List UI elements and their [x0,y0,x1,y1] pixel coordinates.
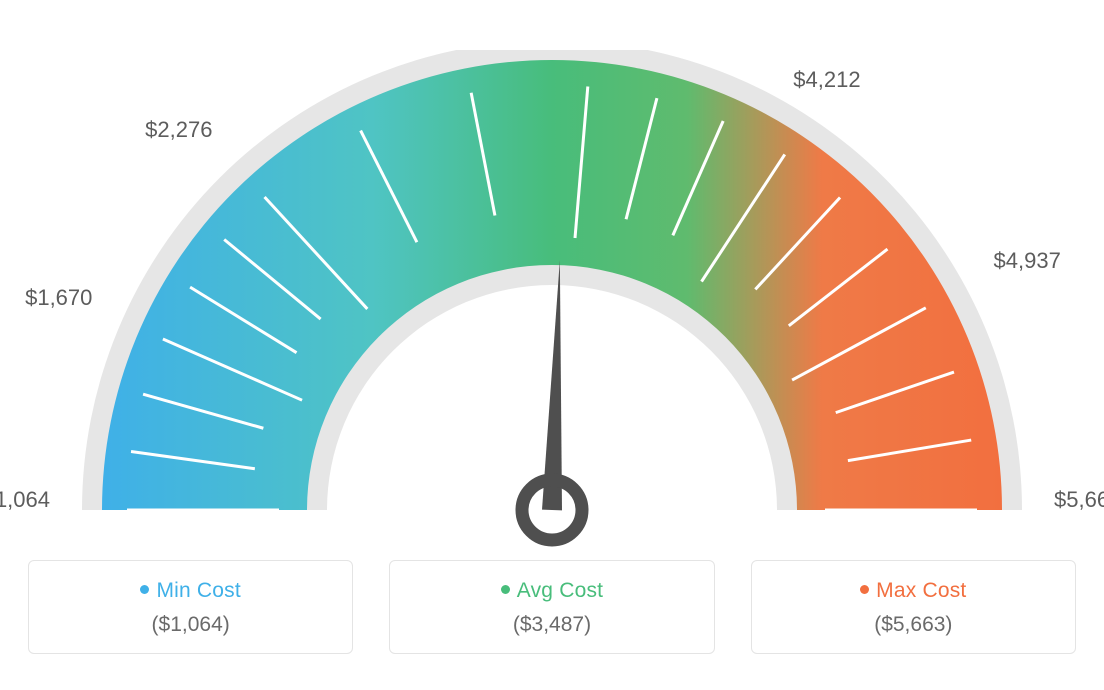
gauge-tick-label: $1,064 [0,487,50,513]
gauge-tick-label: $1,670 [25,285,92,311]
gauge-tick-label: $4,937 [994,248,1061,274]
legend-value-avg: ($3,487) [400,613,703,637]
gauge-tick-label: $4,212 [793,67,860,93]
gauge-tick-label: $2,276 [145,117,212,143]
dot-icon-avg [501,585,510,594]
legend-value-min: ($1,064) [39,613,342,637]
gauge-tick-label: $5,663 [1054,487,1104,513]
legend-value-max: ($5,663) [762,613,1065,637]
gauge-area: $1,064$1,670$2,276$3,487$4,212$4,937$5,6… [0,0,1104,560]
